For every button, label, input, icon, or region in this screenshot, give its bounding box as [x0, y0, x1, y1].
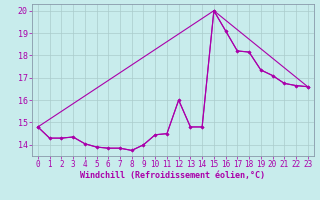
X-axis label: Windchill (Refroidissement éolien,°C): Windchill (Refroidissement éolien,°C) — [80, 171, 265, 180]
